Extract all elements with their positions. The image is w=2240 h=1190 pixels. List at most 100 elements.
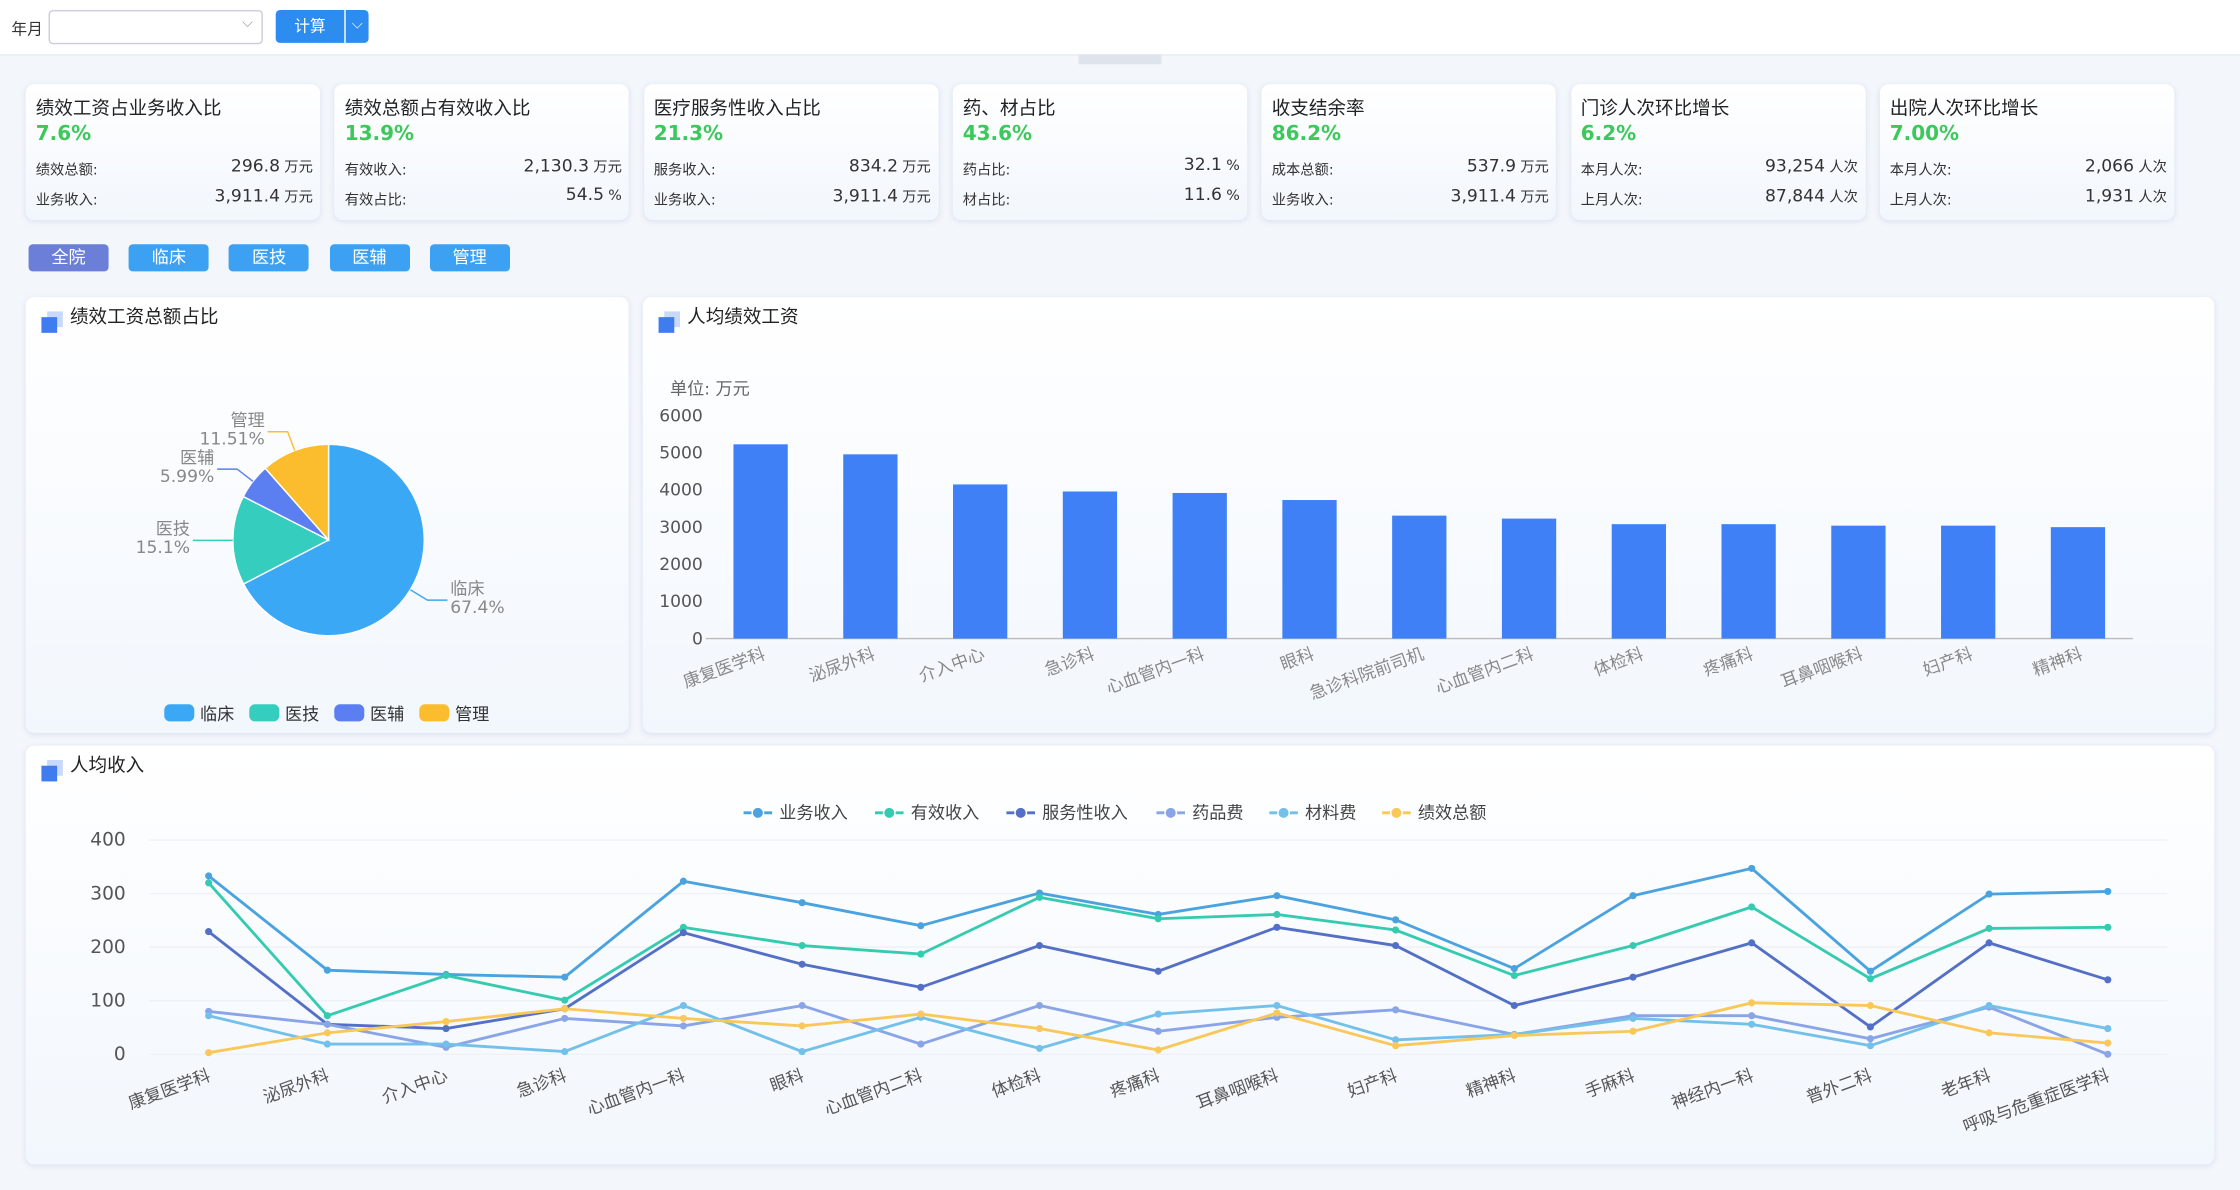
kpi-unit: 万元 (284, 159, 313, 176)
kpi-label: 有效收入: (344, 162, 407, 179)
line-point (1154, 1027, 1162, 1035)
legend-dot (1164, 806, 1178, 820)
kpi-value: 86.2% (1271, 122, 1342, 146)
line-point (442, 971, 450, 980)
line-point (917, 1040, 925, 1048)
line-point (798, 941, 806, 950)
kpi-number: 87,844 人次 (1765, 184, 1858, 206)
kpi-value: 13.9% (344, 122, 415, 146)
bar (1392, 515, 1447, 639)
kpi-label: 服务收入: (653, 162, 716, 179)
legend-swatch (164, 704, 195, 722)
kpi-title: 绩效工资占业务收入比 (35, 98, 222, 120)
kpi-title: 门诊人次环比增长 (1580, 98, 1730, 120)
legend-label: 材料费 (1305, 804, 1356, 824)
bar (1721, 524, 1776, 639)
line-point (798, 1048, 806, 1056)
kpi-card: 门诊人次环比增长 6.2% 本月人次: 93,254 人次 上月人次: 87,844 人次 (1570, 84, 1865, 220)
kpi-number: 1,931 人次 (2085, 184, 2167, 206)
x-tick-label: 眼科 (1278, 644, 1317, 675)
line-point (1866, 1023, 1874, 1031)
kpi-number-value: 537.9 (1466, 155, 1516, 176)
pie-value-label: 11.51% (199, 430, 264, 450)
tab[interactable]: 管理 (429, 244, 510, 272)
legend-label: 管理 (455, 705, 489, 725)
kpi-card: 收支结余率 86.2% 成本总额: 537.9 万元 业务收入: 3,911.4 万元 (1261, 84, 1556, 220)
tab[interactable]: 医技 (229, 244, 310, 272)
kpi-label: 材占比: (962, 192, 1011, 209)
bar (953, 484, 1008, 639)
kpi-number: 2,130.3 万元 (524, 154, 622, 176)
tab[interactable]: 全院 (28, 244, 109, 272)
line-point (917, 1010, 925, 1018)
line-point (1035, 1001, 1044, 1010)
calc-dropdown[interactable]: ⌵ (345, 9, 369, 43)
kpi-number: 11.6% (1184, 184, 1240, 204)
x-tick-label: 心血管内一科 (585, 1066, 688, 1120)
calc-button[interactable]: 计算 (275, 9, 345, 43)
line-series (207, 881, 2108, 1018)
legend-label: 服务性收入 (1042, 804, 1128, 824)
kpi-unit: 万元 (902, 159, 931, 176)
line-point (1035, 893, 1044, 901)
kpi-unit: 万元 (902, 189, 931, 206)
kpi-unit: 人次 (2138, 189, 2167, 206)
tab[interactable]: 医辅 (329, 244, 410, 272)
kpi-number: 537.9 万元 (1466, 154, 1549, 176)
kpi-number: 3,911.4 万元 (1451, 184, 1549, 206)
legend-label: 临床 (200, 705, 234, 725)
pie-value-label: 67.4% (450, 598, 504, 618)
line-point (205, 1049, 213, 1057)
line-point (1629, 973, 1637, 981)
line-point (798, 1001, 806, 1010)
line-point (1629, 1027, 1637, 1035)
title-icon (41, 765, 58, 782)
month-select[interactable]: ⌵ (48, 9, 263, 45)
line-point (2104, 923, 2112, 931)
line-point (2104, 1050, 2112, 1058)
line-point (1629, 941, 1637, 950)
line-point (1748, 1012, 1756, 1020)
bar (1062, 491, 1118, 639)
y-tick-label: 1000 (659, 592, 703, 612)
legend-swatch (249, 704, 280, 722)
kpi-number: 3,911.4 万元 (215, 184, 313, 206)
line-point (1154, 1046, 1162, 1054)
line-point (679, 929, 687, 937)
line-point (1748, 939, 1756, 947)
y-tick-label: 100 (90, 990, 125, 1011)
line-point (1748, 1020, 1756, 1028)
bar (1501, 518, 1557, 639)
legend-swatch (334, 704, 365, 722)
kpi-number: 296.8 万元 (231, 154, 313, 176)
x-tick-label: 疼痛科 (1701, 644, 1756, 680)
line-point (323, 1029, 331, 1037)
kpi-label: 有效占比: (344, 192, 407, 209)
line-point (561, 1014, 569, 1022)
line-point (917, 983, 925, 991)
leader-line (409, 589, 448, 601)
kpi-row: 有效占比: 54.5% (344, 184, 622, 209)
bar (843, 454, 898, 639)
line-point (1866, 967, 1874, 975)
line-point (1273, 910, 1281, 919)
kpi-label: 业务收入: (1271, 192, 1334, 209)
line-point (205, 1012, 213, 1020)
kpi-label: 绩效总额: (35, 162, 98, 179)
kpi-row: 材占比: 11.6% (962, 184, 1240, 209)
kpi-value: 21.3% (653, 122, 724, 146)
legend-swatch (419, 704, 450, 722)
line-point (1748, 864, 1756, 872)
kpi-unit: 万元 (284, 189, 313, 206)
line-point (1392, 941, 1400, 950)
collapse-handle[interactable] (1078, 54, 1162, 65)
line-point (679, 1001, 687, 1010)
kpi-unit: 万元 (1520, 159, 1549, 176)
x-tick-label: 心血管内二科 (1433, 644, 1536, 698)
kpi-value: 7.6% (35, 122, 92, 146)
line-point (679, 923, 687, 931)
x-tick-label: 手麻科 (1582, 1066, 1637, 1102)
kpi-number: 93,254 人次 (1765, 154, 1858, 176)
tab[interactable]: 临床 (128, 244, 209, 272)
